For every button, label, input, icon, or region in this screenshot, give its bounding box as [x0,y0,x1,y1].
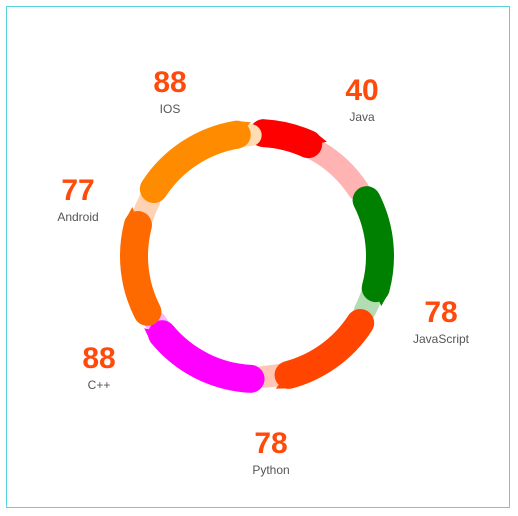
category-label-java: Java [349,110,375,124]
category-label-javascript: JavaScript [413,332,470,346]
value-label-ios: 88 [153,66,186,99]
segment-bar-ios [139,120,251,204]
segment-pointer-ios [234,120,251,137]
value-label-python: 78 [254,427,287,460]
segment-bar-android [120,211,162,326]
segment-bar-c- [148,320,265,393]
value-label-javascript: 78 [424,296,457,329]
category-label-android: Android [57,210,98,224]
segment-pointer-python [275,372,293,389]
segment-pointer-java [307,131,327,146]
segment-pointer-c- [144,328,164,344]
chart-frame [6,6,510,508]
value-label-android: 77 [61,174,94,207]
value-label-c-: 88 [82,342,115,375]
value-label-java: 40 [345,74,378,107]
segment-bar-java [249,119,323,159]
segment-pointer-android [124,207,140,226]
segment-bar-javascript [352,186,394,303]
category-label-c-: C++ [88,378,111,392]
category-label-python: Python [252,463,289,477]
category-label-ios: IOS [160,102,181,116]
segment-bar-python [274,308,375,389]
segment-pointer-javascript [373,287,390,307]
